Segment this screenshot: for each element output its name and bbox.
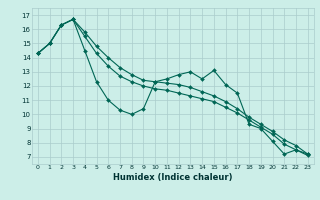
X-axis label: Humidex (Indice chaleur): Humidex (Indice chaleur)	[113, 173, 233, 182]
